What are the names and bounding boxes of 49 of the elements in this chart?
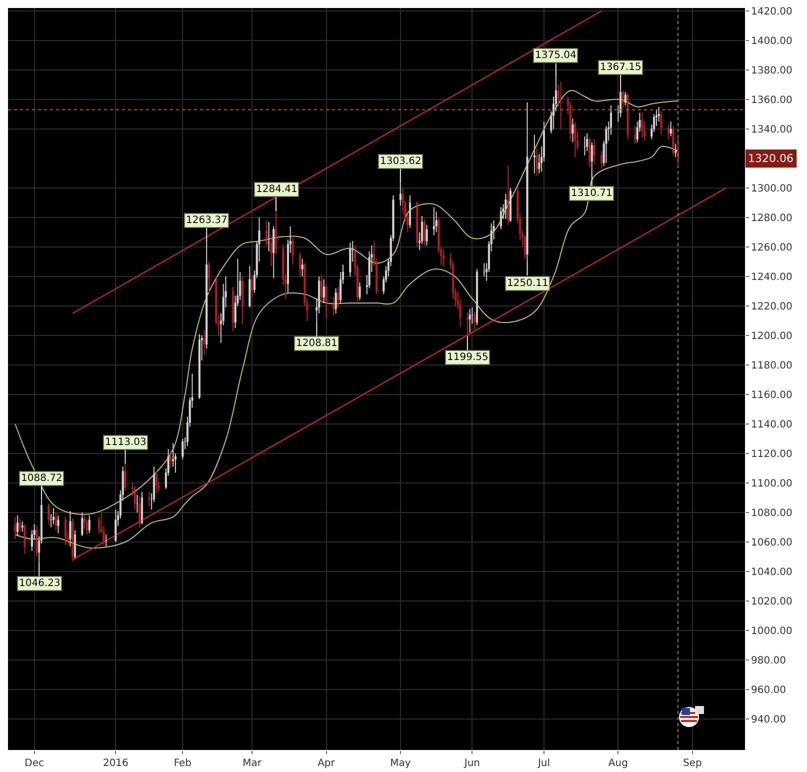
- y-tick-label: 980.00: [751, 656, 786, 667]
- annotation: 1284.41: [256, 184, 298, 195]
- x-tick-label: Dec: [24, 758, 44, 769]
- annotation: 1046.23: [19, 578, 60, 589]
- annotation: 1367.15: [600, 62, 642, 73]
- x-tick-label: Apr: [318, 758, 336, 769]
- x-tick-label: Feb: [174, 758, 192, 769]
- y-tick-label: 1080.00: [751, 508, 792, 519]
- annotation: 1303.62: [380, 156, 422, 167]
- annotation: 1199.55: [447, 352, 488, 363]
- y-tick-label: 1380.00: [751, 65, 792, 76]
- y-tick-label: 1220.00: [751, 301, 792, 312]
- y-tick-label: 1120.00: [751, 449, 792, 460]
- y-tick-label: 1260.00: [751, 242, 792, 254]
- y-tick-label: 1280.00: [751, 212, 792, 224]
- y-tick-label: 1200.00: [751, 330, 792, 342]
- annotation: 1113.03: [105, 437, 146, 448]
- y-tick-label: 1040.00: [751, 567, 792, 578]
- annotation: 1375.04: [535, 50, 576, 61]
- y-tick-label: 940.00: [751, 714, 786, 726]
- annotation: 1088.72: [21, 473, 62, 484]
- y-tick-label: 1020.00: [751, 596, 792, 608]
- x-tick-label: Jul: [536, 758, 550, 769]
- y-tick-label: 1180.00: [751, 360, 792, 372]
- y-tick-label: 1000.00: [751, 626, 792, 638]
- y-tick-label: 1340.00: [751, 124, 792, 136]
- line-series: [14, 146, 678, 549]
- y-tick-label: 1420.00: [751, 6, 792, 18]
- annotation: 1310.71: [571, 188, 612, 199]
- y-tick-label: 1240.00: [751, 272, 792, 283]
- x-tick-label: Sep: [682, 758, 702, 769]
- annotation: 1263.37: [186, 215, 228, 226]
- x-tick-label: 2016: [102, 758, 128, 769]
- y-tick-label: 1100.00: [751, 478, 792, 490]
- y-tick-label: 1140.00: [751, 419, 792, 430]
- x-tick-label: Aug: [608, 758, 628, 769]
- y-tick-label: 1060.00: [751, 538, 792, 548]
- annotation: 1208.81: [296, 338, 338, 349]
- y-tick-label: 1400.00: [751, 36, 792, 47]
- x-tick-label: Jun: [463, 758, 480, 769]
- y-tick-label: 1160.00: [751, 390, 792, 401]
- y-tick-label: 1300.00: [751, 183, 792, 194]
- x-tick-label: Mar: [242, 758, 262, 769]
- y-tick-label: 1360.00: [751, 94, 792, 106]
- x-tick-label: May: [390, 758, 411, 769]
- line-series: [14, 90, 678, 515]
- text: 1320.06: [748, 152, 794, 165]
- annotation: 1250.11: [507, 278, 548, 289]
- y-tick-label: 960.00: [751, 685, 786, 696]
